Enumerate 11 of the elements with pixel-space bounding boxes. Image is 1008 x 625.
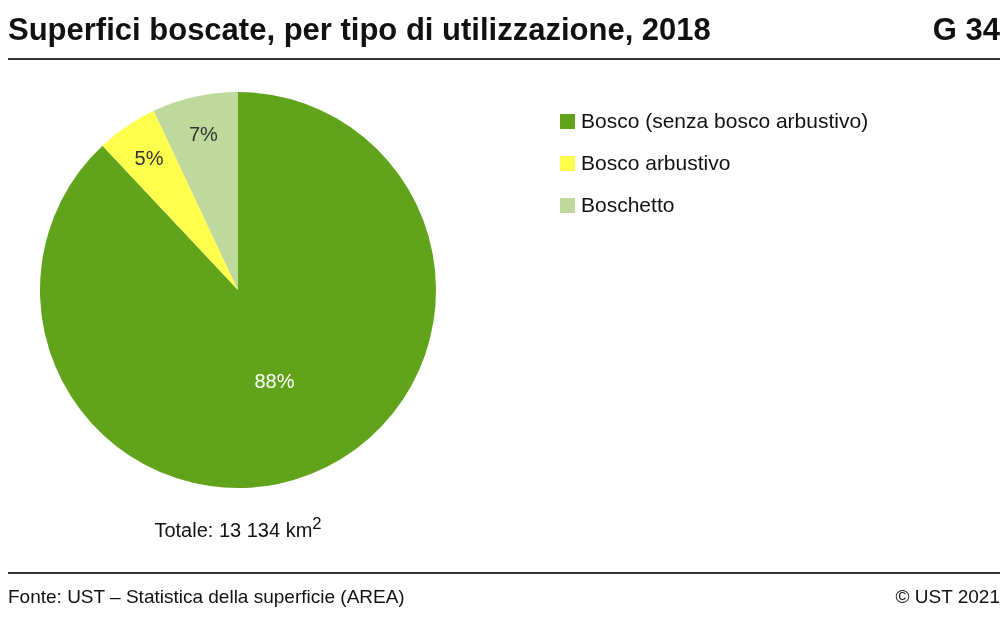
data-label: 88% bbox=[254, 369, 295, 392]
chart-title: Superfici boscate, per tipo di utilizzazione, 2018 bbox=[8, 12, 711, 48]
text: G 34 bbox=[932, 12, 1000, 48]
legend-label: Bosco (senza bosco arbustivo) bbox=[581, 109, 869, 133]
text: Totale: 13 134 km$^{2}$ bbox=[153, 514, 323, 542]
legend-label: Bosco arbustivo bbox=[581, 151, 731, 175]
data-label: 7% bbox=[188, 122, 219, 145]
source-note: Fonte: UST – Statistica della superficie (AREA) bbox=[8, 585, 405, 608]
text: © UST 2021 bbox=[895, 585, 1000, 608]
legend-label: Boschetto bbox=[581, 193, 675, 217]
data-label: 5% bbox=[134, 146, 164, 169]
